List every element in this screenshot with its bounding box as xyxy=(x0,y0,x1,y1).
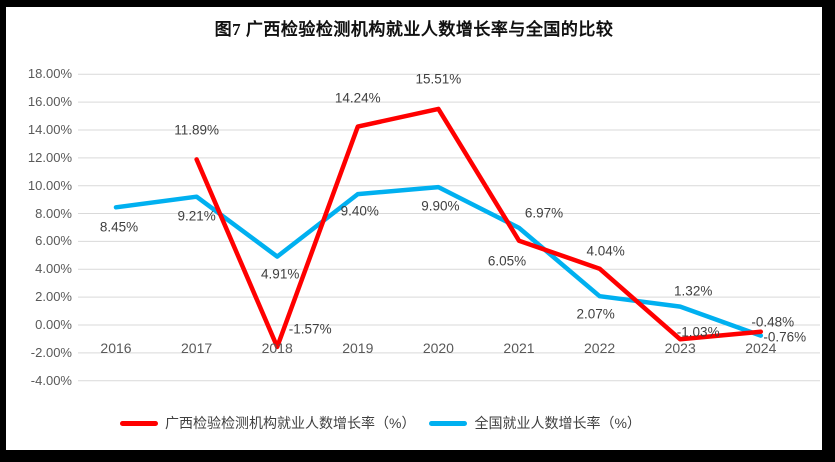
data-label: 11.89% xyxy=(174,122,219,138)
legend-swatch-blue-line-icon xyxy=(429,420,468,426)
data-label: 9.21% xyxy=(177,208,216,224)
y-axis-tick-label: -4.00% xyxy=(30,372,72,388)
x-axis-tick-label: 2022 xyxy=(584,340,616,356)
document-page-panel xyxy=(6,7,822,450)
y-axis-tick-label: 2.00% xyxy=(35,289,72,305)
x-axis-tick-label: 2024 xyxy=(745,340,777,356)
data-label: 6.97% xyxy=(524,205,564,221)
y-axis-tick-label: 12.00% xyxy=(27,149,72,165)
legend-label-national: 全国就业人数增长率（%） xyxy=(474,415,641,431)
data-label: 9.90% xyxy=(421,198,460,214)
legend-item-national: 全国就业人数增长率（%） xyxy=(429,413,641,433)
data-label: 1.32% xyxy=(674,283,713,299)
x-axis-tick-label: 2019 xyxy=(342,340,374,356)
y-axis-tick-label: -2.00% xyxy=(30,344,72,360)
x-axis-tick-label: 2016 xyxy=(100,340,132,356)
y-axis-tick-label: 18.00% xyxy=(27,66,72,82)
data-label: 14.24% xyxy=(334,90,381,106)
data-label: 2.07% xyxy=(576,306,615,322)
data-label: -1.03% xyxy=(676,324,720,340)
legend-label-guangxi: 广西检验检测机构就业人数增长率（%） xyxy=(165,415,416,431)
data-label: 6.05% xyxy=(487,253,527,269)
y-axis-tick-label: 0.00% xyxy=(35,317,72,332)
y-axis-tick-label: 16.00% xyxy=(27,94,72,110)
data-label: -1.57% xyxy=(288,321,332,337)
data-label: 15.51% xyxy=(415,71,462,87)
legend-swatch-red-line-icon xyxy=(120,420,158,426)
x-axis-tick-label: 2020 xyxy=(422,340,454,356)
series-lines xyxy=(113,106,764,350)
x-axis-tick-label: 2021 xyxy=(503,340,535,356)
x-axis-tick-label: 2018 xyxy=(261,340,293,356)
data-label: 8.45% xyxy=(99,219,139,235)
x-axis-tick-label: 2017 xyxy=(181,340,213,356)
y-axis-tick-label: 6.00% xyxy=(35,233,72,249)
chart-title: 图7 广西检验检测机构就业人数增长率与全国的比较 xyxy=(214,20,614,39)
data-label: -0.76% xyxy=(763,329,807,345)
legend: 广西检验检测机构就业人数增长率（%） 全国就业人数增长率（%） xyxy=(120,413,641,433)
gridlines xyxy=(78,73,820,382)
data-label: 4.91% xyxy=(261,266,300,282)
legend-item-guangxi: 广西检验检测机构就业人数增长率（%） xyxy=(120,413,415,433)
y-axis-tick-label: 10.00% xyxy=(27,177,72,193)
series-line-1 xyxy=(194,106,764,350)
data-label: 9.40% xyxy=(340,203,379,219)
y-axis-tick-label: 8.00% xyxy=(35,205,72,221)
x-axis-tick-label: 2023 xyxy=(664,340,696,356)
data-label: 4.04% xyxy=(586,243,625,259)
y-axis-tick-label: 14.00% xyxy=(27,121,72,137)
y-axis-tick-label: 4.00% xyxy=(35,261,72,277)
data-label: -0.48% xyxy=(751,314,795,330)
